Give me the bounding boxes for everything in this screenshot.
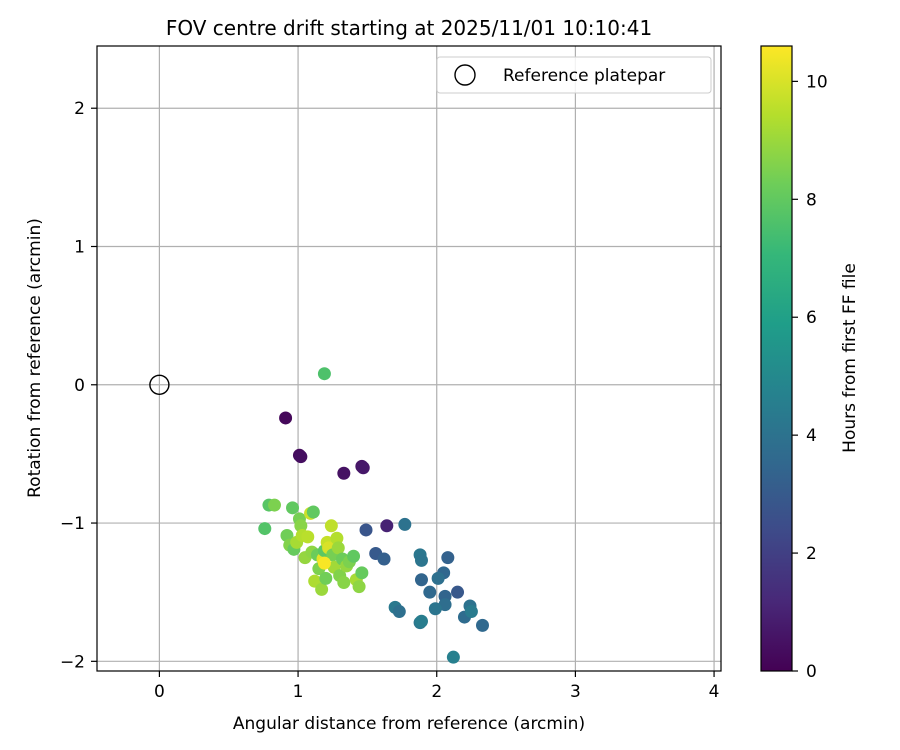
colorbar-gradient bbox=[761, 46, 792, 671]
x-tick-label: 4 bbox=[709, 682, 720, 702]
data-point bbox=[294, 450, 308, 464]
data-point bbox=[306, 505, 320, 519]
y-axis-ticks: −2 −1 0 1 2 bbox=[60, 99, 97, 672]
reference-layer bbox=[149, 374, 170, 395]
data-point bbox=[319, 571, 333, 585]
data-point bbox=[286, 501, 300, 515]
data-point bbox=[438, 598, 452, 612]
data-point bbox=[446, 650, 460, 664]
reference-platepar-marker bbox=[149, 374, 170, 395]
x-axis-ticks: 0 1 2 3 4 bbox=[154, 671, 719, 702]
data-point bbox=[315, 582, 329, 596]
grid bbox=[97, 46, 721, 671]
legend-label: Reference platepar bbox=[503, 66, 665, 86]
data-point bbox=[352, 580, 366, 594]
data-point bbox=[337, 466, 351, 480]
data-point bbox=[279, 411, 293, 425]
data-point bbox=[475, 618, 489, 632]
data-point bbox=[428, 602, 442, 616]
colorbar-tick-label: 8 bbox=[806, 190, 817, 210]
data-point bbox=[392, 605, 406, 619]
data-point bbox=[398, 517, 412, 531]
data-point bbox=[317, 556, 331, 570]
colorbar-tick-label: 4 bbox=[806, 426, 817, 446]
data-point bbox=[414, 614, 428, 628]
x-tick-label: 3 bbox=[570, 682, 581, 702]
y-tick-label: 0 bbox=[74, 376, 85, 396]
y-tick-label: 1 bbox=[74, 237, 85, 257]
data-point bbox=[464, 605, 478, 619]
colorbar-tick-label: 10 bbox=[806, 72, 828, 92]
data-point bbox=[317, 367, 331, 381]
legend-marker-open-circle bbox=[454, 64, 476, 86]
x-tick-label: 1 bbox=[293, 682, 304, 702]
data-point bbox=[359, 523, 373, 537]
y-tick-label: −1 bbox=[60, 514, 85, 534]
data-point bbox=[301, 530, 315, 544]
data-point bbox=[267, 498, 281, 512]
data-point bbox=[258, 522, 272, 536]
colorbar-tick-label: 0 bbox=[806, 662, 817, 682]
colorbar-tick-label: 2 bbox=[806, 544, 817, 564]
data-point bbox=[337, 576, 351, 590]
plot-frame bbox=[96, 45, 722, 672]
data-point bbox=[324, 519, 338, 533]
data-point bbox=[330, 531, 344, 545]
colorbar-frame bbox=[760, 45, 793, 672]
legend-box bbox=[436, 56, 712, 94]
data-point bbox=[356, 461, 370, 475]
colorbar-ticks: 0 2 4 6 8 10 bbox=[792, 72, 828, 682]
colorbar: 0 2 4 6 8 10 Hours from first FF file bbox=[760, 45, 860, 682]
data-point bbox=[423, 585, 437, 599]
chart-title: FOV centre drift starting at 2025/11/01 … bbox=[166, 16, 652, 40]
data-point bbox=[347, 549, 361, 563]
data-points bbox=[258, 367, 489, 664]
colorbar-tick-label: 6 bbox=[806, 308, 817, 328]
colorbar-label: Hours from first FF file bbox=[840, 263, 860, 453]
data-point bbox=[355, 566, 369, 580]
data-point bbox=[380, 519, 394, 533]
data-point bbox=[441, 551, 455, 565]
x-tick-label: 0 bbox=[154, 682, 165, 702]
data-point bbox=[331, 541, 345, 555]
legend: Reference platepar bbox=[436, 56, 712, 94]
data-point bbox=[451, 585, 465, 599]
data-point bbox=[377, 552, 391, 566]
x-axis-label: Angular distance from reference (arcmin) bbox=[233, 714, 585, 734]
y-tick-label: 2 bbox=[74, 99, 85, 119]
data-point bbox=[414, 573, 428, 587]
data-point bbox=[431, 571, 445, 585]
y-tick-label: −2 bbox=[60, 652, 85, 672]
data-point bbox=[414, 553, 428, 567]
data-point bbox=[294, 519, 308, 533]
y-axis-label: Rotation from reference (arcmin) bbox=[25, 218, 45, 498]
x-tick-label: 2 bbox=[431, 682, 442, 702]
